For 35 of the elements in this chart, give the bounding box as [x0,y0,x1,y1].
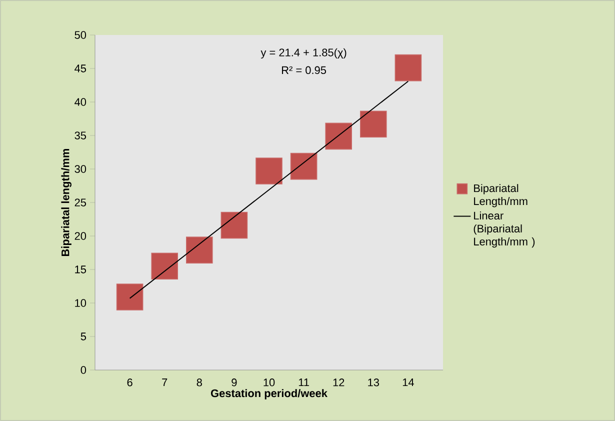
legend-label: Bipariatal Length/mm [474,184,528,208]
y-tick-label: 25 [74,198,86,206]
y-tick-label: 15 [75,266,86,274]
x-axis-title: Gestation period/week [210,389,328,400]
y-tick-label: 30 [74,165,86,173]
point [116,284,144,310]
point [256,158,282,184]
y-tick-label: 5 [80,332,86,340]
annotation: R² = 0.95 [282,66,326,74]
x-tick-label: 8 [196,378,202,386]
y-tick-label: 35 [74,132,86,140]
x-tick-label: 9 [232,378,237,386]
point [186,236,213,264]
legend-label: Linear (Bipariatal Length/mm ) [474,211,535,248]
point [151,252,178,280]
x-tick-label: 14 [402,378,414,386]
y-tick-label: 10 [75,299,86,307]
point [394,54,422,82]
point [220,212,248,239]
y-tick-label: 0 [80,366,86,374]
y-tick-label: 20 [74,232,86,240]
annotation: y = 21.4 + 1.85(χ) [260,48,346,59]
x-tick-label: 12 [333,378,344,386]
point [290,152,318,180]
y-axis-title: Bipariatal length/mm [61,148,72,256]
x-tick-label: 13 [368,378,380,386]
y-tick-label: 45 [74,64,86,72]
x-tick-label: 6 [127,378,132,386]
y-tick-label: 40 [74,98,86,106]
point [325,122,352,150]
point [360,110,387,138]
x-tick-label: 10 [264,378,275,386]
x-tick-label: 7 [162,378,168,386]
y-tick-label: 50 [74,31,86,39]
x-tick-label: 11 [298,378,309,386]
